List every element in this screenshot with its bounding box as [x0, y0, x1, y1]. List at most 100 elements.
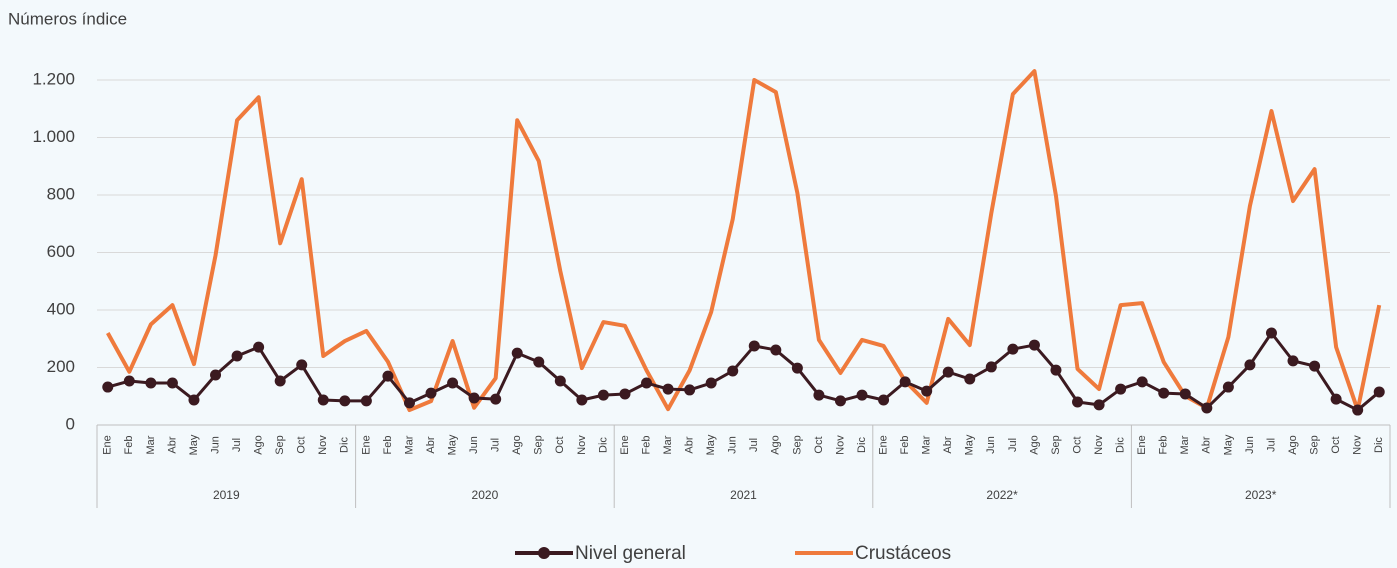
point	[490, 393, 502, 405]
x-tick-label: Ene	[1136, 435, 1148, 455]
point	[231, 350, 243, 362]
point	[382, 370, 394, 382]
x-tick-label: Ago	[1287, 435, 1299, 455]
x-tick-label: Dic	[856, 437, 868, 453]
point	[1244, 359, 1256, 371]
x-tick-label: Sep	[1308, 435, 1320, 455]
x-tick-label: Ago	[253, 435, 265, 455]
point	[878, 394, 890, 406]
point	[123, 375, 135, 387]
x-tick-label: Abr	[166, 436, 178, 453]
point	[684, 384, 696, 396]
point	[834, 395, 846, 407]
group-label: 2022*	[986, 488, 1018, 502]
series-line	[106, 69, 1382, 413]
point	[727, 365, 739, 377]
group-label: 2020	[472, 488, 499, 502]
x-tick-label: Jul	[1265, 438, 1277, 452]
x-tick-label: Ago	[511, 435, 523, 455]
y-tick-label: 800	[47, 184, 75, 203]
x-tick-label: Jun	[985, 436, 997, 454]
x-tick-label: Ene	[619, 435, 631, 455]
point	[597, 389, 609, 401]
point	[1222, 381, 1234, 393]
point	[985, 361, 997, 373]
y-axis-label: Números índice	[8, 9, 127, 28]
point	[274, 375, 286, 387]
y-tick-label: 400	[47, 299, 75, 318]
point	[1115, 383, 1127, 395]
x-tick-label: Oct	[554, 436, 566, 453]
point	[468, 392, 480, 404]
point	[899, 376, 911, 388]
x-tick-label: Jun	[468, 436, 480, 454]
x-tick-label: Abr	[1201, 436, 1213, 453]
point	[1287, 355, 1299, 367]
x-tick-label: Ene	[102, 435, 114, 455]
x-tick-label: Jun	[209, 436, 221, 454]
point	[705, 377, 717, 389]
x-tick-label: Oct	[296, 436, 308, 453]
point	[1050, 364, 1062, 376]
point	[1265, 327, 1277, 339]
y-tick-label: 1.200	[32, 69, 75, 88]
point	[921, 385, 933, 397]
y-tick-label: 1.000	[32, 127, 75, 146]
point	[339, 395, 351, 407]
x-tick-label: Nov	[1093, 435, 1105, 455]
x-tick-label: Dic	[597, 437, 609, 453]
x-tick-label: Sep	[1050, 435, 1062, 455]
point	[447, 377, 459, 389]
point	[619, 388, 631, 400]
point	[1093, 399, 1105, 411]
x-tick-label: Mar	[403, 435, 415, 454]
point	[641, 377, 653, 389]
point	[403, 397, 415, 409]
y-tick-label: 200	[47, 357, 75, 376]
x-tick-label: Mar	[1179, 435, 1191, 454]
x-tick-label: Mar	[145, 435, 157, 454]
point	[1158, 387, 1170, 399]
x-tick-label: Mar	[662, 435, 674, 454]
x-tick-label: Sep	[533, 435, 545, 455]
x-tick-label: Nov	[1352, 435, 1364, 455]
point	[813, 389, 825, 401]
x-tick-label: Jul	[231, 438, 243, 452]
point	[1330, 393, 1342, 405]
x-tick-label: Dic	[339, 437, 351, 453]
x-tick-label: May	[188, 434, 200, 455]
x-tick-label: Jun	[727, 436, 739, 454]
legend-label: Crustáceos	[855, 543, 951, 564]
x-tick-label: May	[964, 434, 976, 455]
point	[1352, 404, 1364, 416]
x-tick-label: Ago	[770, 435, 782, 455]
point	[748, 340, 760, 352]
x-tick-label: Feb	[1158, 436, 1170, 455]
point	[296, 359, 308, 371]
point	[425, 387, 437, 399]
group-label: 2023*	[1245, 488, 1277, 502]
point	[554, 375, 566, 387]
x-tick-label: Oct	[1330, 436, 1342, 453]
point	[662, 383, 674, 395]
point	[1373, 386, 1385, 398]
x-tick-label: Sep	[791, 435, 803, 455]
x-tick-label: Ene	[877, 435, 889, 455]
point	[360, 395, 372, 407]
x-tick-label: Dic	[1373, 437, 1385, 453]
x-tick-label: Feb	[899, 436, 911, 455]
x-tick-label: May	[446, 434, 458, 455]
x-tick-label: Dic	[1115, 437, 1127, 453]
x-tick-label: May	[1222, 434, 1234, 455]
x-tick-label: Nov	[834, 435, 846, 455]
x-tick-label: Feb	[382, 436, 394, 455]
point	[942, 366, 954, 378]
x-tick-label: Nov	[576, 435, 588, 455]
point	[770, 344, 782, 356]
legend-marker	[538, 547, 550, 559]
x-tick-label: Abr	[684, 436, 696, 453]
point	[1201, 402, 1213, 414]
point	[1179, 388, 1191, 400]
x-tick-label: Oct	[1071, 436, 1083, 453]
